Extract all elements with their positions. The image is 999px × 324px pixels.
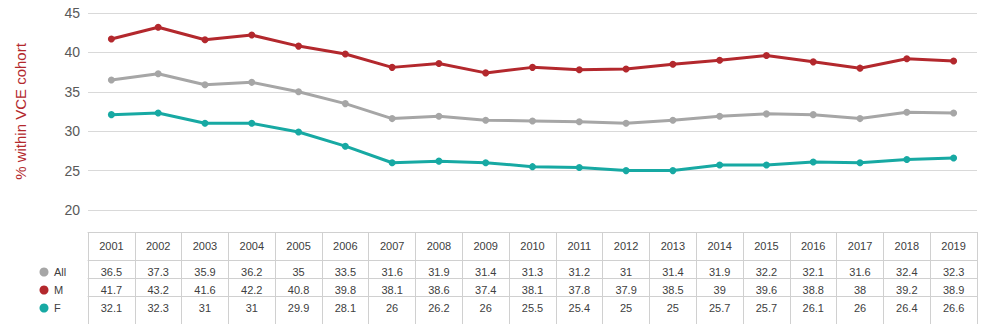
svg-text:31.3: 31.3 bbox=[522, 266, 543, 278]
svg-text:26: 26 bbox=[480, 302, 492, 314]
svg-text:38.1: 38.1 bbox=[522, 284, 543, 296]
svg-text:31.9: 31.9 bbox=[428, 266, 449, 278]
svg-text:25: 25 bbox=[620, 302, 632, 314]
svg-text:31.6: 31.6 bbox=[849, 266, 870, 278]
svg-text:2018: 2018 bbox=[895, 240, 919, 252]
svg-text:32.2: 32.2 bbox=[756, 266, 777, 278]
svg-text:39.2: 39.2 bbox=[896, 284, 917, 296]
svg-text:31.4: 31.4 bbox=[475, 266, 496, 278]
svg-text:31.4: 31.4 bbox=[662, 266, 683, 278]
svg-text:28.1: 28.1 bbox=[335, 302, 356, 314]
svg-text:31.6: 31.6 bbox=[381, 266, 402, 278]
svg-text:25: 25 bbox=[64, 163, 80, 179]
svg-text:38.6: 38.6 bbox=[428, 284, 449, 296]
svg-text:2014: 2014 bbox=[707, 240, 731, 252]
svg-text:25.4: 25.4 bbox=[569, 302, 590, 314]
svg-text:37.8: 37.8 bbox=[569, 284, 590, 296]
svg-text:2017: 2017 bbox=[848, 240, 872, 252]
svg-text:% within VCE cohort: % within VCE cohort bbox=[12, 42, 29, 180]
svg-text:2006: 2006 bbox=[333, 240, 357, 252]
svg-text:40: 40 bbox=[64, 44, 80, 60]
svg-text:39.6: 39.6 bbox=[756, 284, 777, 296]
svg-text:2007: 2007 bbox=[380, 240, 404, 252]
svg-text:40.8: 40.8 bbox=[288, 284, 309, 296]
svg-text:25: 25 bbox=[667, 302, 679, 314]
svg-text:41.6: 41.6 bbox=[194, 284, 215, 296]
svg-text:38.9: 38.9 bbox=[943, 284, 964, 296]
svg-text:38: 38 bbox=[854, 284, 866, 296]
svg-text:32.1: 32.1 bbox=[803, 266, 824, 278]
svg-text:39: 39 bbox=[714, 284, 726, 296]
svg-text:32.3: 32.3 bbox=[943, 266, 964, 278]
svg-text:2015: 2015 bbox=[754, 240, 778, 252]
svg-text:20: 20 bbox=[64, 202, 80, 218]
svg-text:42.2: 42.2 bbox=[241, 284, 262, 296]
svg-text:36.5: 36.5 bbox=[101, 266, 122, 278]
svg-text:26: 26 bbox=[386, 302, 398, 314]
svg-text:25.5: 25.5 bbox=[522, 302, 543, 314]
svg-text:All: All bbox=[54, 266, 66, 278]
svg-text:38.1: 38.1 bbox=[381, 284, 402, 296]
svg-text:M: M bbox=[54, 284, 63, 296]
svg-text:2002: 2002 bbox=[146, 240, 170, 252]
svg-text:37.4: 37.4 bbox=[475, 284, 496, 296]
svg-text:2008: 2008 bbox=[427, 240, 451, 252]
svg-text:31: 31 bbox=[620, 266, 632, 278]
svg-text:F: F bbox=[54, 302, 61, 314]
svg-text:2016: 2016 bbox=[801, 240, 825, 252]
svg-text:2009: 2009 bbox=[473, 240, 497, 252]
svg-text:36.2: 36.2 bbox=[241, 266, 262, 278]
svg-text:2004: 2004 bbox=[240, 240, 264, 252]
svg-text:35: 35 bbox=[292, 266, 304, 278]
svg-text:37.9: 37.9 bbox=[615, 284, 636, 296]
svg-text:26: 26 bbox=[854, 302, 866, 314]
svg-text:25.7: 25.7 bbox=[709, 302, 730, 314]
svg-text:31: 31 bbox=[246, 302, 258, 314]
svg-text:31.9: 31.9 bbox=[709, 266, 730, 278]
svg-text:26.1: 26.1 bbox=[803, 302, 824, 314]
svg-text:32.4: 32.4 bbox=[896, 266, 917, 278]
svg-text:35.9: 35.9 bbox=[194, 266, 215, 278]
svg-text:31: 31 bbox=[199, 302, 211, 314]
svg-text:38.8: 38.8 bbox=[803, 284, 824, 296]
svg-text:2019: 2019 bbox=[941, 240, 965, 252]
svg-text:2005: 2005 bbox=[286, 240, 310, 252]
svg-text:26.4: 26.4 bbox=[896, 302, 917, 314]
svg-text:26.2: 26.2 bbox=[428, 302, 449, 314]
svg-text:30: 30 bbox=[64, 123, 80, 139]
svg-text:35: 35 bbox=[64, 84, 80, 100]
svg-text:43.2: 43.2 bbox=[147, 284, 168, 296]
svg-text:2001: 2001 bbox=[99, 240, 123, 252]
svg-text:33.5: 33.5 bbox=[335, 266, 356, 278]
svg-text:37.3: 37.3 bbox=[147, 266, 168, 278]
svg-text:39.8: 39.8 bbox=[335, 284, 356, 296]
svg-text:25.7: 25.7 bbox=[756, 302, 777, 314]
svg-text:2003: 2003 bbox=[193, 240, 217, 252]
svg-text:31.2: 31.2 bbox=[569, 266, 590, 278]
svg-text:2013: 2013 bbox=[661, 240, 685, 252]
svg-text:45: 45 bbox=[64, 5, 80, 21]
svg-text:2010: 2010 bbox=[520, 240, 544, 252]
svg-text:26.6: 26.6 bbox=[943, 302, 964, 314]
svg-text:2012: 2012 bbox=[614, 240, 638, 252]
svg-text:38.5: 38.5 bbox=[662, 284, 683, 296]
svg-text:2011: 2011 bbox=[567, 240, 591, 252]
svg-text:29.9: 29.9 bbox=[288, 302, 309, 314]
svg-text:32.3: 32.3 bbox=[147, 302, 168, 314]
svg-text:32.1: 32.1 bbox=[101, 302, 122, 314]
svg-text:41.7: 41.7 bbox=[101, 284, 122, 296]
